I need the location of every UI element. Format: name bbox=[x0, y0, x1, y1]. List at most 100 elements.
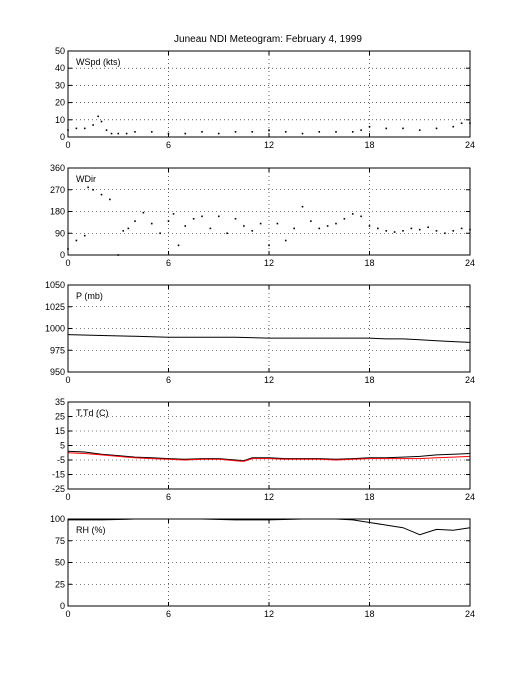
data-point bbox=[83, 127, 86, 130]
panel-4: 0 6 12 18 24 0 25 50 75 100 RH (%) bbox=[50, 514, 475, 619]
x-tick-label: 0 bbox=[65, 258, 70, 268]
x-tick-label: 6 bbox=[166, 609, 171, 619]
data-point bbox=[209, 227, 212, 230]
data-point bbox=[110, 132, 113, 135]
data-point bbox=[284, 131, 287, 133]
y-tick-label: 50 bbox=[55, 558, 65, 568]
y-tick-label: 0 bbox=[60, 132, 65, 142]
y-tick-label: 5 bbox=[60, 441, 65, 451]
data-point bbox=[100, 193, 103, 196]
panel-label: RH (%) bbox=[76, 525, 106, 535]
y-tick-label: -5 bbox=[57, 455, 65, 465]
data-point bbox=[318, 227, 321, 230]
data-point bbox=[377, 227, 379, 230]
x-tick-label: 12 bbox=[264, 140, 274, 150]
data-point bbox=[100, 120, 103, 123]
panel-label: WDir bbox=[76, 174, 96, 184]
x-tick-label: 18 bbox=[364, 258, 374, 268]
data-point bbox=[393, 231, 396, 233]
data-point bbox=[201, 215, 203, 218]
data-point bbox=[109, 198, 111, 201]
data-point bbox=[87, 186, 89, 189]
data-point bbox=[172, 213, 175, 215]
data-point bbox=[460, 122, 463, 125]
x-tick-label: 24 bbox=[465, 492, 475, 502]
data-point bbox=[435, 230, 438, 232]
x-tick-label: 24 bbox=[465, 258, 475, 268]
y-tick-label: 10 bbox=[55, 115, 65, 125]
data-point bbox=[177, 244, 180, 247]
y-tick-label: -15 bbox=[52, 470, 65, 480]
y-tick-label: 100 bbox=[50, 514, 65, 524]
y-tick-label: 360 bbox=[50, 163, 65, 173]
y-tick-label: 1000 bbox=[45, 324, 65, 334]
data-point bbox=[92, 188, 94, 191]
x-tick-label: 6 bbox=[166, 375, 171, 385]
data-point bbox=[251, 131, 254, 133]
y-tick-label: 90 bbox=[55, 228, 65, 238]
data-point bbox=[243, 225, 245, 227]
y-tick-label: 25 bbox=[55, 579, 65, 589]
data-point bbox=[293, 227, 295, 230]
data-point bbox=[251, 230, 254, 232]
x-tick-label: 6 bbox=[166, 258, 171, 268]
data-point bbox=[92, 124, 94, 126]
data-point bbox=[351, 213, 354, 215]
data-point bbox=[75, 127, 78, 130]
y-tick-label: 180 bbox=[50, 207, 65, 217]
x-tick-label: 12 bbox=[264, 492, 274, 502]
data-point bbox=[127, 227, 130, 230]
x-tick-label: 12 bbox=[264, 258, 274, 268]
y-tick-label: 950 bbox=[50, 367, 65, 377]
data-point bbox=[167, 220, 170, 222]
x-tick-label: 0 bbox=[65, 609, 70, 619]
data-point bbox=[360, 129, 362, 131]
data-point bbox=[150, 131, 153, 133]
data-point bbox=[217, 132, 220, 135]
panel-2: 0 6 12 18 24 950 975 1000 1025 1050 P (mb) bbox=[45, 280, 475, 385]
data-point bbox=[360, 215, 362, 218]
data-point bbox=[368, 225, 371, 227]
data-point bbox=[284, 239, 287, 242]
data-point bbox=[351, 131, 354, 133]
y-tick-label: 1025 bbox=[45, 302, 65, 312]
data-point bbox=[435, 127, 438, 130]
x-tick-label: 18 bbox=[364, 609, 374, 619]
data-point bbox=[452, 230, 455, 232]
data-point bbox=[418, 228, 421, 231]
y-tick-label: 0 bbox=[60, 601, 65, 611]
data-point bbox=[444, 232, 446, 235]
x-tick-label: 6 bbox=[166, 492, 171, 502]
data-point bbox=[460, 227, 463, 230]
data-point bbox=[105, 129, 108, 131]
data-point bbox=[122, 230, 125, 232]
y-tick-label: 50 bbox=[55, 46, 65, 56]
data-point bbox=[184, 132, 187, 135]
data-point bbox=[335, 131, 337, 133]
data-point bbox=[150, 222, 153, 225]
data-point bbox=[368, 125, 371, 128]
x-tick-label: 18 bbox=[364, 140, 374, 150]
data-point bbox=[318, 131, 321, 133]
data-point bbox=[142, 211, 145, 214]
data-point bbox=[418, 129, 421, 131]
x-tick-label: 0 bbox=[65, 140, 70, 150]
x-tick-label: 6 bbox=[166, 140, 171, 150]
y-tick-label: 1050 bbox=[45, 280, 65, 290]
panel-label: T,Td (C) bbox=[76, 408, 109, 418]
y-tick-label: 25 bbox=[55, 412, 65, 422]
data-point bbox=[134, 220, 136, 222]
y-tick-label: 75 bbox=[55, 536, 65, 546]
data-point bbox=[402, 127, 404, 130]
x-tick-label: 18 bbox=[364, 375, 374, 385]
data-point bbox=[335, 222, 337, 225]
panel-0: 0 6 12 18 24 0 10 20 30 40 50 WSpd (kts) bbox=[55, 46, 475, 150]
y-tick-label: 270 bbox=[50, 185, 65, 195]
data-point bbox=[234, 217, 237, 220]
data-point bbox=[402, 230, 404, 232]
figure-title: Juneau NDI Meteogram: February 4, 1999 bbox=[174, 34, 362, 45]
panel-3: 0 6 12 18 24 -25 -15 -5 5 15 25 35 T,Td (C) bbox=[52, 397, 475, 502]
x-tick-label: 24 bbox=[465, 140, 475, 150]
